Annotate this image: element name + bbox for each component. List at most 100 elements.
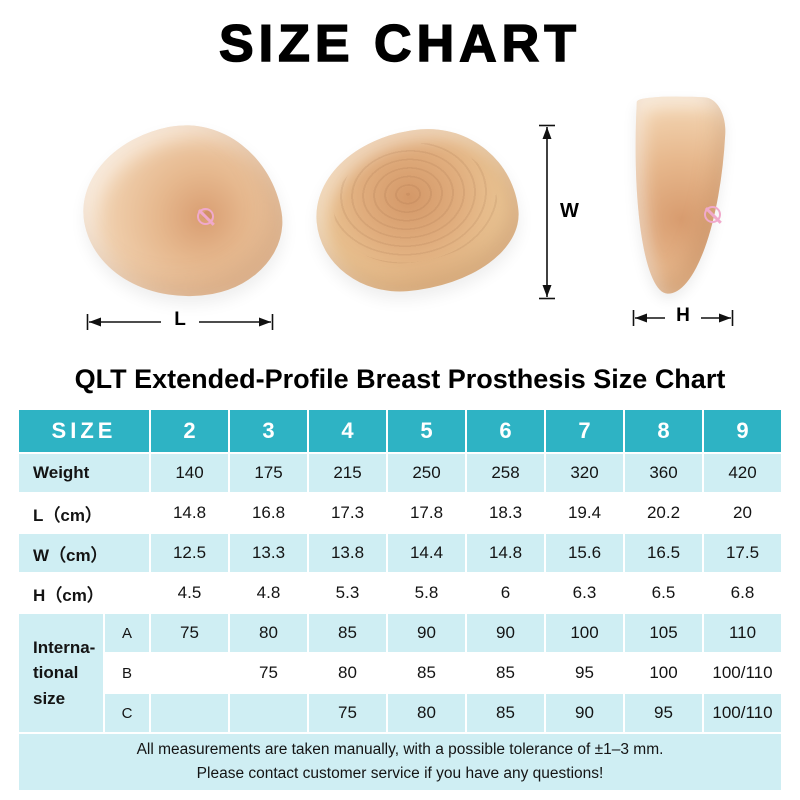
contact-note: Please contact customer service if you h…: [196, 765, 604, 782]
value-cell: 420: [704, 454, 781, 492]
value-cell: [230, 694, 307, 732]
value-cell: 15.6: [546, 534, 623, 572]
row-label: H（cm）: [33, 585, 104, 605]
value-cell: 90: [546, 694, 623, 732]
value-cell: 80: [338, 663, 357, 682]
value-cell: 6.8: [730, 583, 755, 602]
value-cell: 17.8: [409, 503, 444, 522]
international-size-row-a: Interna- tional size A 75 80 85 90 90 10…: [19, 614, 781, 732]
value-cell: 90: [388, 614, 465, 652]
length-arrow-icon: [86, 314, 274, 330]
value-cell: 215: [309, 454, 386, 492]
value-cell: 80: [230, 614, 307, 652]
value-cell: 100: [546, 614, 623, 652]
notes-row: All measurements are taken manually, wit…: [19, 734, 781, 790]
width-row: W（cm） 12.5 13.3 13.8 14.4 14.8 15.6 16.5…: [19, 534, 781, 572]
size-col-header: 8: [625, 410, 702, 452]
international-size-row-b: B 75 80 85 85 95 100 100/110: [19, 654, 781, 692]
value-cell: 320: [546, 454, 623, 492]
value-cell: 75: [309, 694, 386, 732]
value-cell: 100: [649, 663, 678, 682]
prohibition-watermark-icon: [704, 206, 721, 223]
cup-label: C: [105, 694, 149, 732]
value-cell: 13.3: [230, 534, 307, 572]
value-cell: 17.5: [704, 534, 781, 572]
tolerance-note: All measurements are taken manually, wit…: [136, 740, 664, 758]
chart-title: QLT Extended-Profile Breast Prosthesis S…: [74, 364, 726, 394]
size-chart-table: SIZE 2 3 4 5 6 7 8 9 Weight 140 175 215 …: [17, 408, 783, 792]
value-cell: 20.2: [646, 503, 681, 522]
value-cell: 19.4: [567, 503, 602, 522]
height-dimension: H: [632, 305, 734, 328]
size-col-header: 7: [546, 410, 623, 452]
value-cell: [151, 694, 228, 732]
value-cell: 20: [733, 503, 752, 522]
value-cell: 4.5: [177, 583, 202, 602]
notes-cell: All measurements are taken manually, wit…: [19, 734, 781, 790]
value-cell: 5.3: [335, 583, 360, 602]
hero-section: SIZE CHART L W: [0, 0, 800, 408]
row-label: W（cm）: [19, 534, 149, 572]
value-cell: 85: [417, 663, 436, 682]
value-cell: 17.3: [330, 503, 365, 522]
value-cell: 6.5: [651, 583, 676, 602]
value-cell: 4.8: [256, 583, 281, 602]
size-header-cell: SIZE: [19, 410, 149, 452]
table-header-row: SIZE 2 3 4 5 6 7 8 9: [19, 410, 781, 452]
value-cell: 16.5: [625, 534, 702, 572]
size-chart-section: SIZE 2 3 4 5 6 7 8 9 Weight 140 175 215 …: [0, 408, 800, 792]
value-cell: 258: [467, 454, 544, 492]
prohibition-watermark-icon: [197, 208, 214, 225]
height-arrow-icon: [632, 310, 734, 326]
value-cell: 13.8: [309, 534, 386, 572]
value-cell: 110: [704, 614, 781, 652]
height-row: H（cm） 4.5 4.8 5.3 5.8 6 6.3 6.5 6.8: [19, 574, 781, 612]
international-size-label: Interna- tional size: [19, 614, 103, 732]
size-col-header: 3: [230, 410, 307, 452]
value-cell: 12.5: [151, 534, 228, 572]
value-cell: 14.8: [172, 503, 207, 522]
value-cell: 85: [496, 663, 515, 682]
row-label: L（cm）: [33, 505, 102, 525]
value-cell: 175: [230, 454, 307, 492]
value-cell: 85: [467, 694, 544, 732]
cup-label: A: [105, 614, 149, 652]
value-cell: 85: [309, 614, 386, 652]
height-label: H: [676, 305, 690, 326]
width-arrow-icon: [539, 124, 555, 300]
value-cell: 75: [259, 663, 278, 682]
size-col-header: 4: [309, 410, 386, 452]
value-cell: 95: [625, 694, 702, 732]
length-row: L（cm） 14.8 16.8 17.3 17.8 18.3 19.4 20.2…: [19, 494, 781, 532]
value-cell: 360: [625, 454, 702, 492]
value-cell: 100/110: [704, 694, 781, 732]
value-cell: 80: [388, 694, 465, 732]
value-cell: 5.8: [414, 583, 439, 602]
value-cell: 95: [575, 663, 594, 682]
prosthesis-back-view-image: [309, 121, 525, 299]
row-label: Weight: [19, 454, 149, 492]
value-cell: 6: [500, 583, 511, 602]
size-col-header: 2: [151, 410, 228, 452]
value-cell: 14.4: [388, 534, 465, 572]
page-title: SIZE CHART: [218, 14, 581, 74]
cup-label: B: [121, 664, 132, 682]
size-col-header: 5: [388, 410, 465, 452]
width-label: W: [560, 200, 579, 222]
length-label: L: [174, 309, 186, 330]
value-cell: 250: [388, 454, 465, 492]
prosthesis-front-view-image: [70, 110, 294, 314]
size-col-header: 6: [467, 410, 544, 452]
international-size-row-c: C 75 80 85 90 95 100/110: [19, 694, 781, 732]
value-cell: 105: [625, 614, 702, 652]
value-cell: 16.8: [251, 503, 286, 522]
value-cell: 140: [151, 454, 228, 492]
value-cell: 14.8: [467, 534, 544, 572]
size-col-header: 9: [704, 410, 781, 452]
value-cell: 100/110: [712, 663, 773, 682]
length-dimension: L: [86, 309, 274, 332]
value-cell: 18.3: [488, 503, 523, 522]
value-cell: [151, 654, 228, 692]
weight-row: Weight 140 175 215 250 258 320 360 420: [19, 454, 781, 492]
value-cell: 75: [151, 614, 228, 652]
